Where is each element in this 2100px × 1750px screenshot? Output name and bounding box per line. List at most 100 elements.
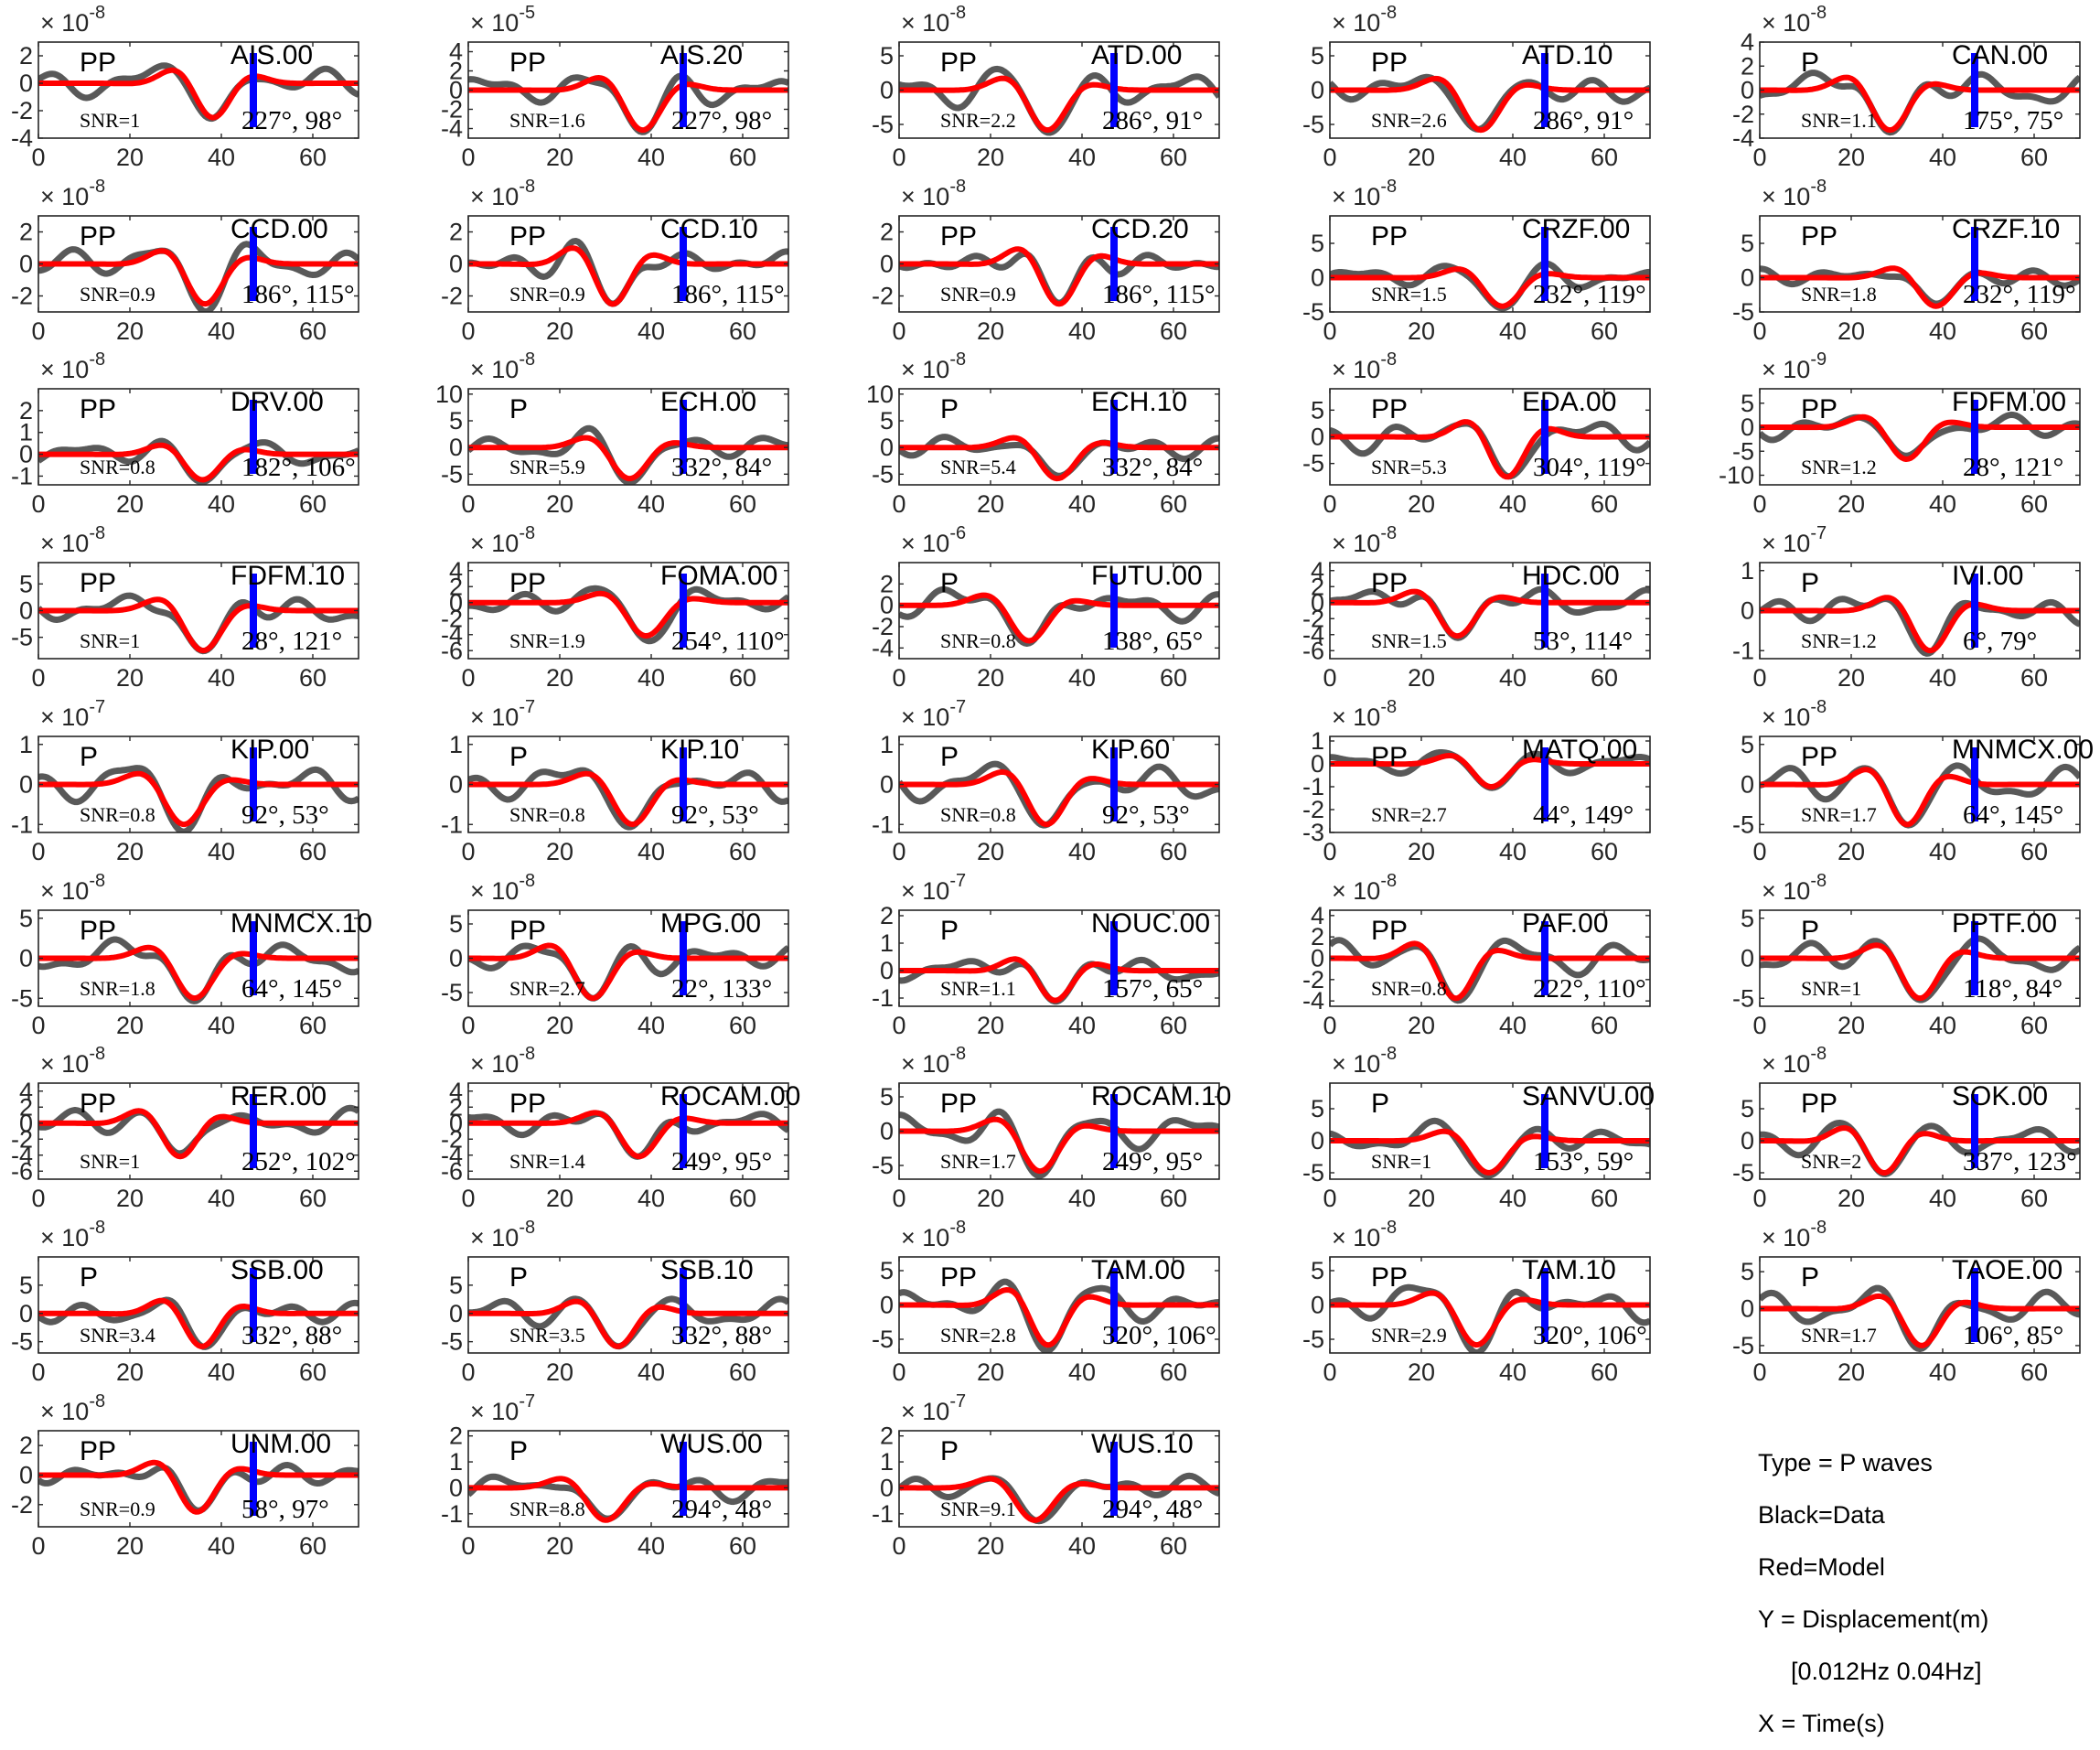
azimuth-angle-label: 58°, 97°	[241, 1495, 329, 1524]
x-tick-label: 0	[461, 1532, 475, 1560]
model-trace	[899, 246, 1219, 307]
y-tick-label: 5	[1741, 390, 1754, 417]
model-trace	[1760, 413, 2080, 462]
x-tick-label: 60	[729, 1532, 756, 1560]
phase-label: PP	[80, 1089, 116, 1119]
x-tick-label: 40	[1068, 144, 1096, 171]
station-label: FOMA.00	[660, 561, 777, 591]
x-tick-label: 0	[1752, 317, 1766, 345]
x-tick-label: 0	[461, 144, 475, 171]
y-tick-label: 5	[1311, 42, 1324, 70]
phase-label: P	[509, 742, 528, 772]
snr-label: SNR=0.8	[80, 456, 155, 478]
station-label: TAM.10	[1522, 1255, 1616, 1285]
y-tick-label: 1	[1741, 557, 1754, 585]
x-tick-label: 0	[461, 490, 475, 518]
y-tick-label: 0	[1741, 1127, 1754, 1154]
y-exponent-label: × 10-8	[1762, 697, 1827, 731]
x-tick-label: 20	[1838, 838, 1865, 865]
x-tick-label: 20	[977, 1185, 1004, 1212]
snr-label: SNR=1.5	[1371, 283, 1447, 306]
y-tick-label: 2	[449, 219, 463, 246]
x-tick-label: 40	[1068, 490, 1096, 518]
snr-label: SNR=3.4	[80, 1324, 155, 1347]
snr-label: SNR=1.2	[1801, 629, 1877, 652]
y-tick-label: 0	[449, 251, 463, 278]
legend-type: Type = P waves	[1758, 1449, 1933, 1476]
y-tick-label: 5	[1741, 1095, 1754, 1122]
station-label: WUS.10	[1091, 1429, 1194, 1459]
axes-box	[467, 562, 789, 660]
y-exponent-label: × 10-7	[470, 1391, 535, 1425]
y-tick-label: -5	[872, 1326, 894, 1353]
waveform-panel-mpg-00: 0 20 40 60 5 0 -5 × 10-8 PP MPG.00 SNR=2.7 22°, 133…	[441, 871, 789, 1039]
waveform-panel-rocam-10: 0 20 40 60 5 0 -5 × 10-8 PP ROCAM.10 SNR=1.7 249°, …	[872, 1044, 1231, 1212]
phase-label: P	[509, 394, 528, 424]
station-label: ATD.00	[1091, 40, 1182, 70]
y-exponent-label: × 10-8	[1332, 697, 1397, 731]
x-tick-label: 40	[1068, 1358, 1096, 1386]
y-tick-label: 0	[880, 592, 894, 619]
x-tick-label: 60	[1160, 838, 1187, 865]
x-tick-label: 40	[208, 1185, 235, 1212]
model-trace	[899, 435, 1219, 482]
phase-label: PP	[940, 1089, 977, 1119]
azimuth-angle-label: 157°, 65°	[1102, 974, 1203, 1004]
y-tick-label: -1	[1732, 637, 1754, 664]
x-tick-label: 40	[208, 1358, 235, 1386]
y-exponent-label: × 10-8	[1762, 871, 1827, 905]
model-trace	[1330, 1128, 1650, 1176]
snr-label: SNR=1.9	[509, 629, 585, 652]
azimuth-angle-label: 332°, 88°	[671, 1321, 772, 1350]
azimuth-angle-label: 320°, 106°	[1533, 1321, 1647, 1350]
y-tick-label: 1	[880, 731, 894, 758]
y-tick-label: 0	[449, 771, 463, 799]
y-tick-label: 2	[1741, 52, 1754, 80]
y-tick-label: 0	[1741, 597, 1754, 625]
snr-label: SNR=1.5	[1371, 629, 1447, 652]
phase-label: P	[1371, 1089, 1389, 1119]
x-tick-label: 40	[638, 838, 665, 865]
y-tick-label: -1	[441, 1500, 463, 1528]
x-tick-label: 60	[1591, 317, 1618, 345]
phase-label: PP	[509, 1089, 546, 1119]
y-tick-label: 5	[1741, 731, 1754, 758]
phase-label: PP	[940, 221, 977, 252]
y-tick-label: -4	[11, 124, 33, 152]
y-exponent-label: × 10-7	[901, 871, 966, 905]
x-tick-label: 20	[546, 144, 573, 171]
y-exponent-label: × 10-8	[901, 177, 966, 210]
y-tick-label: 0	[1741, 264, 1754, 292]
x-tick-label: 0	[31, 144, 45, 171]
x-tick-label: 20	[546, 838, 573, 865]
azimuth-angle-label: 337°, 123°	[1963, 1147, 2077, 1176]
station-label: SOK.00	[1952, 1081, 2048, 1111]
x-tick-label: 40	[1499, 1012, 1527, 1039]
station-label: CCD.00	[230, 214, 328, 244]
y-tick-label: -2	[441, 96, 463, 123]
y-tick-label: 10	[435, 381, 463, 408]
x-tick-label: 20	[116, 144, 144, 171]
x-tick-label: 20	[116, 1358, 144, 1386]
phase-label: P	[940, 1436, 959, 1466]
y-tick-label: -2	[441, 1125, 463, 1153]
legend-data: Black=Data	[1758, 1501, 1885, 1529]
y-tick-label: 0	[19, 597, 33, 625]
model-trace	[468, 245, 788, 307]
snr-label: SNR=2	[1801, 1150, 1861, 1173]
y-exponent-label: × 10-5	[470, 3, 535, 37]
y-tick-label: 0	[880, 1118, 894, 1145]
x-tick-label: 0	[1323, 317, 1336, 345]
y-tick-label: -5	[872, 1152, 894, 1179]
x-tick-label: 0	[892, 144, 905, 171]
azimuth-angle-label: 249°, 95°	[1102, 1147, 1203, 1176]
y-tick-label: -5	[1732, 437, 1754, 465]
data-trace	[1760, 596, 2080, 657]
